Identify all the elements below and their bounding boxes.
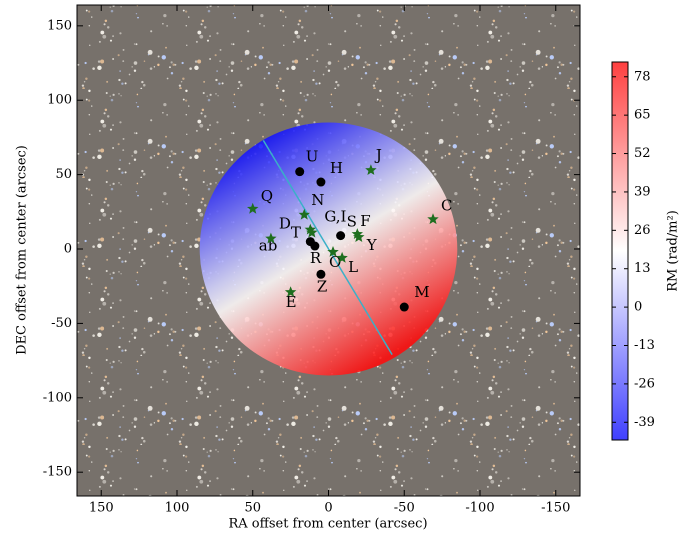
- star-point: [365, 164, 377, 175]
- dot-point: [310, 241, 320, 251]
- dot-point: [316, 177, 326, 187]
- colorbar-tick-label: 52: [634, 146, 651, 161]
- y-tick-label: -50: [51, 316, 72, 331]
- star-point: [427, 213, 439, 225]
- x-axis-label: RA offset from center (arcsec): [228, 517, 427, 532]
- y-tick-label: 100: [47, 93, 72, 108]
- x-tick-label: 150: [89, 501, 114, 516]
- y-axis-label: DEC offset from center (arcsec): [15, 145, 30, 355]
- colorbar: [612, 62, 628, 440]
- star-point: [336, 251, 348, 263]
- point-label: N: [311, 191, 324, 209]
- star-point: [247, 202, 259, 214]
- point-label: Z: [317, 277, 327, 295]
- x-tick-label: -100: [465, 501, 494, 516]
- point-label: R: [310, 249, 322, 267]
- point-label: Y: [366, 236, 378, 254]
- point-label: E: [286, 293, 297, 311]
- y-tick-label: 0: [64, 242, 72, 257]
- dot-point: [316, 269, 326, 279]
- dot-point: [336, 231, 346, 241]
- x-tick-label: 100: [165, 501, 190, 516]
- x-tick-label: 0: [324, 501, 332, 516]
- point-label: D: [279, 215, 291, 233]
- x-tick-label: 50: [244, 501, 261, 516]
- plot-area: [199, 122, 458, 376]
- x-tick-label: -50: [394, 501, 415, 516]
- colorbar-frame: [611, 61, 629, 441]
- point-label: S: [347, 213, 357, 231]
- point-label: F: [360, 212, 370, 230]
- star-point: [306, 226, 318, 238]
- star-point: [304, 223, 316, 235]
- colorbar-tick-label: -13: [634, 338, 655, 353]
- dot-point: [399, 302, 409, 312]
- point-label: H: [330, 159, 343, 177]
- star-point: [351, 228, 363, 239]
- colorbar-tick-label: 39: [634, 184, 651, 199]
- colorbar-tick-label: 26: [634, 223, 651, 238]
- point-label: G,I: [324, 208, 346, 226]
- star-point: [298, 208, 310, 220]
- colorbar-tick-label: -26: [634, 376, 655, 391]
- y-tick-label: -150: [43, 465, 72, 480]
- point-label: U: [306, 148, 319, 166]
- point-label: Q: [261, 187, 273, 205]
- colorbar-tick-label: 78: [634, 69, 651, 84]
- colorbar-tick-label: -39: [634, 415, 655, 430]
- point-label: M: [414, 283, 429, 301]
- colorbar-label: RM (rad/m²): [666, 210, 681, 292]
- star-point: [327, 246, 339, 257]
- colorbar-tick-label: 65: [634, 108, 651, 123]
- y-tick-label: -100: [43, 390, 72, 405]
- y-tick-label: 150: [47, 18, 72, 33]
- colorbar-tick-label: 13: [634, 261, 651, 276]
- colorbar-tick-label: 0: [634, 300, 642, 315]
- point-label: L: [348, 258, 358, 276]
- star-point: [265, 232, 277, 244]
- y-tick-label: 50: [55, 167, 72, 182]
- point-label: ab: [259, 237, 278, 255]
- point-label: C: [441, 196, 452, 214]
- axis-line: [262, 140, 393, 356]
- star-point: [284, 286, 297, 297]
- point-label: J: [374, 146, 382, 164]
- point-label: T: [291, 224, 301, 242]
- dot-point: [295, 167, 305, 177]
- star-point: [353, 231, 365, 242]
- x-tick-label: -150: [541, 501, 570, 516]
